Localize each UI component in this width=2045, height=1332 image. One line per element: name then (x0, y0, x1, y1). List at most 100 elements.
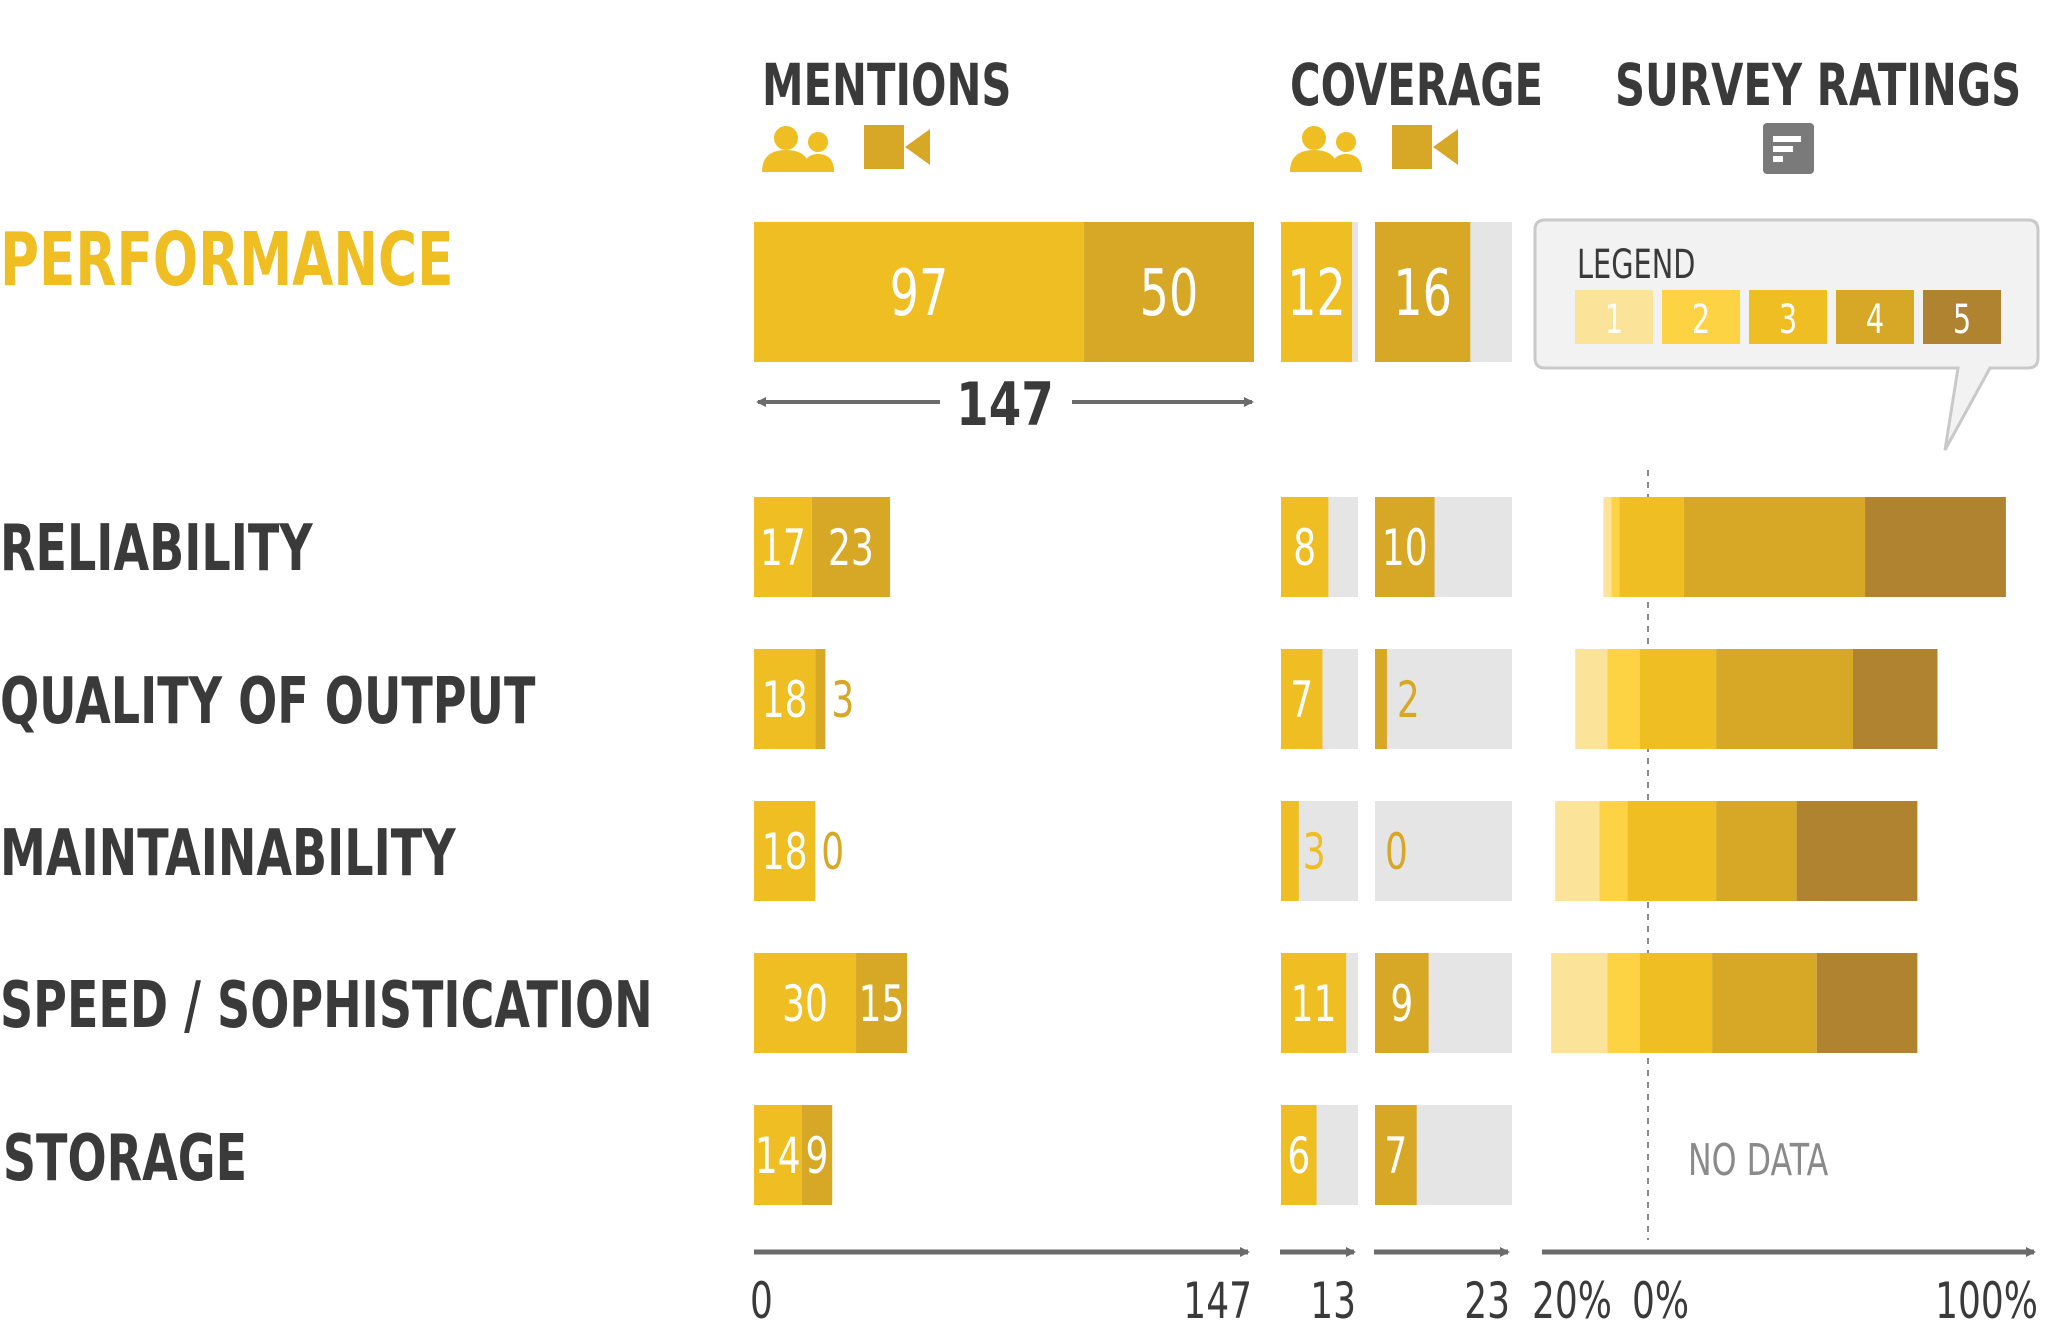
coverage-users-bar (1281, 801, 1299, 901)
mentions-axis-max: 147 (1183, 1273, 1252, 1330)
coverage-users-label: 6 (1287, 1128, 1310, 1185)
category-label-storage: STORAGE (3, 1121, 247, 1196)
survey-rating-4-segment (1712, 953, 1817, 1053)
survey-rating-3-segment (1627, 801, 1717, 901)
mentions-video-label: 15 (859, 976, 905, 1033)
legend-swatch-2 (1662, 290, 1740, 344)
coverage-video-label: 16 (1393, 257, 1452, 332)
category-label-speed-sophistication: SPEED / SOPHISTICATION (0, 968, 653, 1043)
mentions-users-label: 14 (755, 1128, 801, 1185)
document-icon (1763, 123, 1814, 174)
mentions-users-bar (754, 801, 816, 901)
legend-title: LEGEND (1577, 242, 1695, 288)
survey-rating-1-segment (1555, 801, 1600, 901)
mentions-video-bar (815, 649, 826, 749)
survey-rating-3-segment (1619, 497, 1684, 597)
mentions-header: MENTIONS (762, 51, 1011, 119)
coverage-video-axis-max: 23 (1464, 1273, 1510, 1330)
coverage-users-label: 7 (1290, 672, 1313, 729)
legend-swatch-3 (1749, 290, 1827, 344)
coverage-video-label: 10 (1382, 520, 1428, 577)
legend-swatch-label: 3 (1779, 297, 1797, 343)
people-icon (762, 126, 834, 172)
mentions-video-bar (856, 953, 908, 1053)
category-label-reliability: RELIABILITY (0, 511, 313, 586)
survey-rating-3-segment (1639, 953, 1713, 1053)
coverage-video-bar (1375, 222, 1471, 362)
survey-ratings-header: SURVEY RATINGS (1615, 51, 2021, 119)
coverage-video-label: 0 (1385, 824, 1408, 881)
survey-rating-2-segment (1607, 953, 1640, 1053)
coverage-users-bar (1281, 497, 1329, 597)
total-mentions-label: 147 (956, 369, 1054, 439)
mentions-users-bar (754, 222, 1084, 362)
survey-rating-4-segment (1716, 649, 1853, 749)
coverage-users-label: 3 (1303, 824, 1326, 881)
coverage-header: COVERAGE (1290, 51, 1543, 119)
survey-rating-2-segment (1607, 649, 1640, 749)
mentions-video-label: 23 (828, 520, 874, 577)
legend-swatch-label: 5 (1953, 297, 1971, 343)
mentions-video-label: 3 (831, 672, 854, 729)
mentions-users-bar (754, 1105, 802, 1205)
mentions-users-bar (754, 953, 857, 1053)
mentions-users-label: 18 (762, 824, 808, 881)
survey-rating-4-segment (1683, 497, 1866, 597)
coverage-users-bar (1281, 1105, 1317, 1205)
category-label-maintainability: MAINTAINABILITY (0, 816, 456, 891)
legend-swatch-label: 1 (1605, 297, 1623, 343)
survey-rating-4-segment (1716, 801, 1797, 901)
coverage-video-bar (1375, 1105, 1417, 1205)
mentions-video-bar (801, 1105, 833, 1205)
coverage-users-bar (1281, 953, 1347, 1053)
legend-swatch-4 (1836, 290, 1914, 344)
coverage-video-label: 9 (1390, 976, 1413, 1033)
survey-rating-5-segment (1816, 953, 1918, 1053)
survey-rating-1-segment (1551, 953, 1608, 1053)
category-label-quality-of-output: QUALITY OF OUTPUT (0, 664, 535, 739)
mentions-axis-min: 0 (750, 1273, 773, 1330)
survey-rating-5-segment (1796, 801, 1918, 901)
coverage-users-label: 11 (1291, 976, 1337, 1033)
legend-swatch-label: 2 (1692, 297, 1710, 343)
video-camera-icon (864, 125, 930, 169)
survey-rating-3-segment (1639, 649, 1717, 749)
legend-swatch-label: 4 (1866, 297, 1884, 343)
people-icon (1290, 126, 1362, 172)
survey-rating-5-segment (1852, 649, 1938, 749)
coverage-users-label: 8 (1293, 520, 1316, 577)
survey-rating-5-segment (1865, 497, 2006, 597)
mentions-users-label: 18 (762, 672, 808, 729)
coverage-video-track (1375, 801, 1512, 901)
survey-axis-max: 100% (1935, 1273, 2038, 1330)
coverage-video-track (1375, 649, 1512, 749)
mentions-users-label: 97 (890, 257, 949, 332)
mentions-video-label: 0 (821, 824, 844, 881)
survey-rating-2-segment (1599, 801, 1628, 901)
legend-swatch-5 (1923, 290, 2001, 344)
mentions-video-bar (811, 497, 891, 597)
coverage-users-bar (1281, 222, 1353, 362)
coverage-video-label: 7 (1384, 1128, 1407, 1185)
coverage-users-bar (1281, 649, 1323, 749)
performance-title: PERFORMANCE (0, 217, 453, 303)
coverage-video-label: 2 (1397, 672, 1420, 729)
survey-axis-neg: 20% (1532, 1273, 1612, 1330)
coverage-users-label: 12 (1287, 257, 1346, 332)
survey-rating-2-segment (1611, 497, 1620, 597)
coverage-video-bar (1375, 649, 1387, 749)
mentions-video-label: 9 (805, 1128, 828, 1185)
mentions-video-bar (1083, 222, 1254, 362)
mentions-users-bar (754, 497, 812, 597)
legend-swatch-1 (1575, 290, 1653, 344)
mentions-users-bar (754, 649, 816, 749)
mentions-video-label: 50 (1140, 257, 1199, 332)
coverage-video-bar (1375, 497, 1435, 597)
coverage-video-bar (1375, 953, 1429, 1053)
coverage-users-axis-max: 13 (1310, 1273, 1356, 1330)
video-camera-icon (1392, 125, 1458, 169)
survey-rating-1-segment (1575, 649, 1608, 749)
mentions-users-label: 17 (760, 520, 806, 577)
no-data-label: NO DATA (1688, 1135, 1828, 1187)
